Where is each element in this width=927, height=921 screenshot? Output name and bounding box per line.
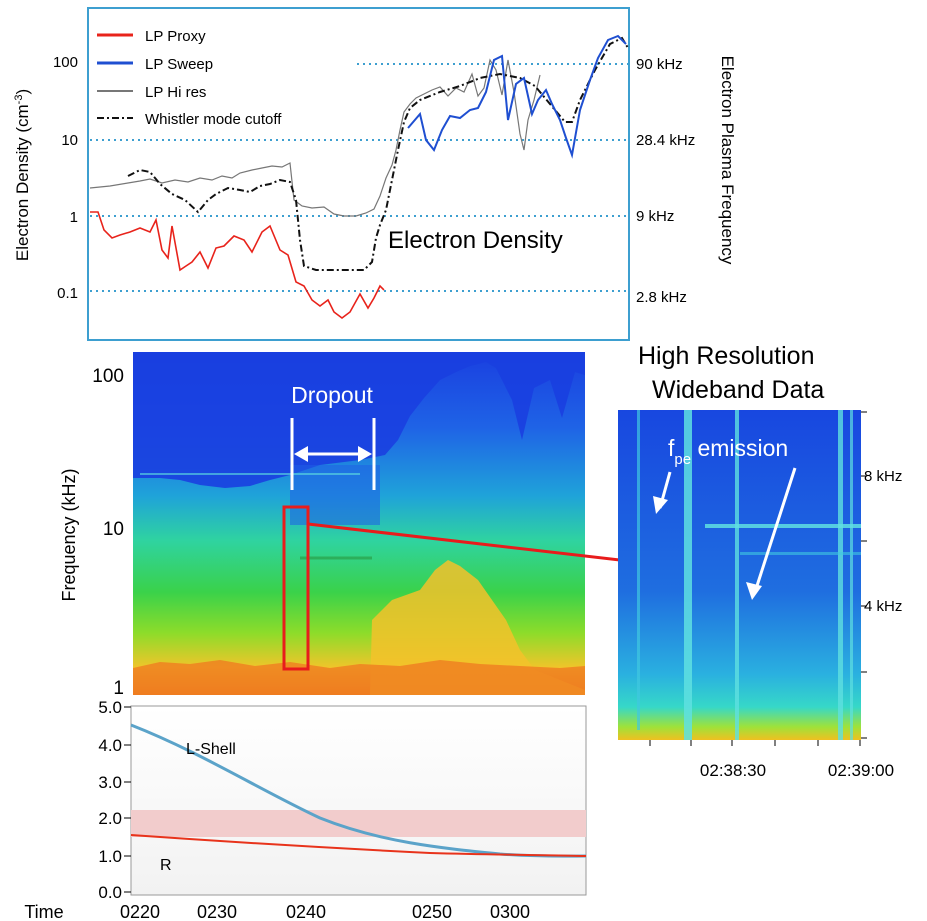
series-lp-hi-res xyxy=(89,58,541,217)
density-in-plot-title: Electron Density xyxy=(388,227,563,254)
wideband-stripe-3 xyxy=(735,410,739,740)
freq-tick-9: 9 kHz xyxy=(636,208,674,225)
lshell-curve-label: L-Shell xyxy=(186,741,236,758)
fpe-arrow-2 xyxy=(753,467,797,593)
series-whistler xyxy=(127,36,629,271)
xtick-0250: 0250 xyxy=(412,902,452,921)
density-panel: 100 10 1 0.1 Electron Density (cm-3) 90 … xyxy=(13,7,737,341)
lshell-plot-area xyxy=(130,705,587,896)
spectrogram-bottom-band xyxy=(133,660,585,695)
density-ytick-1: 1 xyxy=(70,209,78,226)
freq-tick-90: 90 kHz xyxy=(636,56,683,73)
lshell-ylabel-1: 1.0 xyxy=(98,847,122,866)
fpe-emission-label: fpe emission xyxy=(668,435,788,468)
lshell-ylabel-2: 2.0 xyxy=(98,809,122,828)
density-ylabel-main: Electron Density (cm xyxy=(13,104,32,261)
wb-time-1: 02:38:30 xyxy=(700,761,766,780)
series-lp-proxy xyxy=(90,211,385,319)
spectrogram-panel: 100 10 1 Frequency (kHz) Dropout xyxy=(59,352,681,699)
wideband-title-line1: High Resolution xyxy=(638,342,815,370)
density-ylabel: Electron Density (cm-3) xyxy=(13,89,32,261)
density-legend: LP Proxy LP Sweep LP Hi res Whistler mod… xyxy=(97,28,282,128)
freq-tick-28: 28.4 kHz xyxy=(636,132,695,149)
lshell-yaxis: 5.0 4.0 3.0 2.0 1.0 0.0 xyxy=(98,698,131,902)
legend-label-lp-sweep: LP Sweep xyxy=(145,56,213,73)
wideband-stripe-4 xyxy=(838,410,843,740)
wideband-stripe-1 xyxy=(637,410,640,730)
lshell-ylabel-3: 3.0 xyxy=(98,773,122,792)
density-ylabel-sup: -3 xyxy=(13,95,25,105)
dropout-label: Dropout xyxy=(291,382,373,408)
density-ytick-10: 10 xyxy=(61,132,78,149)
wideband-title-line2: Wideband Data xyxy=(652,376,824,404)
density-ylabel-close: ) xyxy=(13,89,32,95)
wideband-hline-2 xyxy=(740,552,861,555)
lshell-ylabel-5: 5.0 xyxy=(98,698,122,717)
xtick-0230: 0230 xyxy=(197,902,237,921)
wb-freq-4k: 4 kHz xyxy=(864,598,902,615)
fpe-rest: emission xyxy=(691,435,788,461)
r-curve xyxy=(130,834,587,857)
spec-ytick-100: 100 xyxy=(92,366,124,387)
time-label: Time xyxy=(24,902,63,921)
wideband-panel: High Resolution Wideband Data 8 kHz 4 kH… xyxy=(618,342,902,780)
right-axis-label: Electron Plasma Frequency xyxy=(718,56,737,265)
legend-label-lp-hi-res: LP Hi res xyxy=(145,84,206,101)
r-curve-label: R xyxy=(160,857,172,874)
freq-tick-2-8: 2.8 kHz xyxy=(636,289,687,306)
wideband-image xyxy=(618,410,861,740)
legend-label-whistler: Whistler mode cutoff xyxy=(145,111,282,128)
wideband-hline xyxy=(705,524,861,528)
lshell-band xyxy=(131,810,586,837)
lshell-ylabel-4: 4.0 xyxy=(98,736,122,755)
spectrogram-upper-blue xyxy=(133,352,585,488)
fpe-arrowhead-1 xyxy=(653,496,668,514)
dropout-arrowhead-right xyxy=(358,446,372,462)
series-lp-sweep xyxy=(407,34,627,159)
wb-time-2: 02:39:00 xyxy=(828,761,894,780)
wideband-stripe-5 xyxy=(850,410,853,740)
wb-freq-8k: 8 kHz xyxy=(864,468,902,485)
spec-ylabel: Frequency (kHz) xyxy=(59,468,79,601)
fpe-arrowhead-2 xyxy=(746,582,762,600)
lshell-ylabel-0: 0.0 xyxy=(98,883,122,902)
lshell-panel: 5.0 4.0 3.0 2.0 1.0 0.0 L-Shell R Time 0… xyxy=(24,698,587,921)
legend-label-lp-proxy: LP Proxy xyxy=(145,28,206,45)
xtick-0240: 0240 xyxy=(286,902,326,921)
fpe-sub: pe xyxy=(674,451,691,468)
xtick-0220: 0220 xyxy=(120,902,160,921)
spectrogram-low-activity xyxy=(370,560,585,695)
wideband-stripe-2 xyxy=(684,410,692,740)
dropout-arrowhead-left xyxy=(294,446,308,462)
spec-ytick-1: 1 xyxy=(113,678,124,699)
fpe-f: f xyxy=(668,435,675,461)
spec-ytick-10: 10 xyxy=(103,519,124,540)
zoom-box xyxy=(282,505,310,671)
density-ytick-0-1: 0.1 xyxy=(57,285,78,302)
density-ytick-100: 100 xyxy=(53,54,78,71)
xtick-0300: 0300 xyxy=(490,902,530,921)
